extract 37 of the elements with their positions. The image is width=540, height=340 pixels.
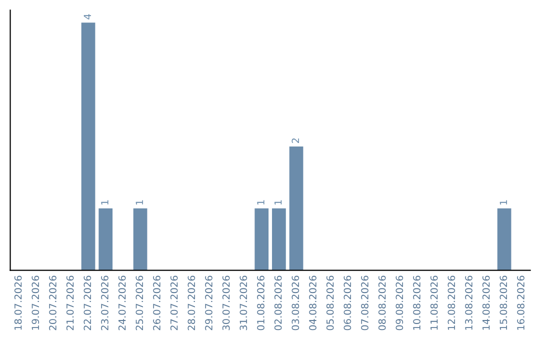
- x-tick-label: 31.07.2026: [240, 276, 248, 330]
- x-tick-label: 27.07.2026: [170, 276, 178, 330]
- x-tick-label: 26.07.2026: [153, 276, 160, 330]
- x-tick-label: 23.07.2026: [101, 276, 108, 330]
- x-tick-label: 28.07.2026: [188, 276, 196, 330]
- x-tick-label: 14.08.2026: [482, 276, 490, 330]
- x-tick-label: 02.08.2026: [274, 276, 282, 330]
- x-tick-label: 21.07.2026: [66, 276, 74, 330]
- x-tick-label: 03.08.2026: [292, 276, 300, 330]
- x-tick-label: 18.07.2026: [14, 276, 22, 330]
- x-tick-label: 11.08.2026: [430, 276, 438, 330]
- x-tick-label: 04.08.2026: [309, 276, 316, 330]
- x-tick-label: 29.07.2026: [205, 276, 212, 330]
- data-label: 1: [274, 200, 282, 205]
- x-tick-label: 22.07.2026: [84, 276, 92, 330]
- data-label: 4: [84, 14, 91, 20]
- data-label: 2: [292, 138, 299, 143]
- x-tick-label: 13.08.2026: [465, 276, 472, 330]
- x-tick-label: 24.07.2026: [118, 276, 126, 330]
- data-label: 1: [257, 200, 264, 205]
- x-tick-label: 25.07.2026: [136, 276, 144, 330]
- data-label: 1: [500, 200, 507, 205]
- x-tick-label: 30.07.2026: [222, 276, 230, 330]
- x-tick-label: 12.08.2026: [448, 276, 456, 330]
- x-tick-label: 06.08.2026: [344, 276, 352, 330]
- x-tick-label: 20.07.2026: [49, 276, 56, 330]
- data-label: 1: [101, 200, 108, 205]
- x-tick-label: 10.08.2026: [413, 276, 420, 330]
- x-tick-label: 07.08.2026: [361, 276, 368, 330]
- x-tick-label: 09.08.2026: [396, 276, 404, 330]
- data-label: 1: [136, 200, 143, 205]
- x-tick-label: 19.07.2026: [32, 276, 40, 330]
- x-tick-label: 15.08.2026: [500, 276, 508, 330]
- x-tick-label: 05.08.2026: [326, 276, 334, 330]
- x-tick-label: 16.08.2026: [517, 276, 524, 330]
- x-tick-label: 08.08.2026: [378, 276, 386, 330]
- x-tick-label: 01.08.2026: [257, 276, 264, 330]
